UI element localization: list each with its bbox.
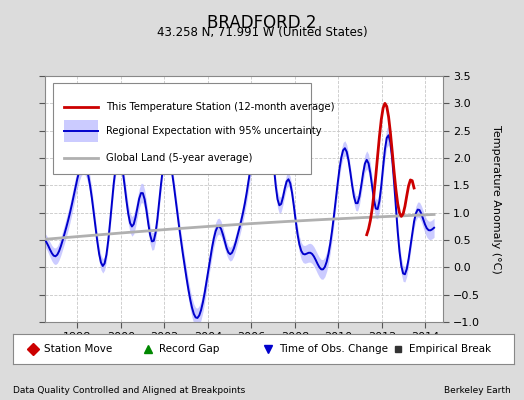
Bar: [64, 120, 99, 142]
Text: Empirical Break: Empirical Break: [409, 344, 492, 354]
Bar: [52, 83, 311, 174]
Text: Time of Obs. Change: Time of Obs. Change: [279, 344, 388, 354]
Text: Regional Expectation with 95% uncertainty: Regional Expectation with 95% uncertaint…: [106, 126, 322, 136]
Text: 43.258 N, 71.991 W (United States): 43.258 N, 71.991 W (United States): [157, 26, 367, 39]
Text: Record Gap: Record Gap: [159, 344, 220, 354]
Text: Station Move: Station Move: [44, 344, 112, 354]
Text: BRADFORD 2: BRADFORD 2: [208, 14, 316, 32]
Text: Berkeley Earth: Berkeley Earth: [444, 386, 511, 395]
Text: Data Quality Controlled and Aligned at Breakpoints: Data Quality Controlled and Aligned at B…: [13, 386, 245, 395]
Text: Global Land (5-year average): Global Land (5-year average): [106, 153, 253, 163]
Text: This Temperature Station (12-month average): This Temperature Station (12-month avera…: [106, 102, 335, 112]
Y-axis label: Temperature Anomaly (°C): Temperature Anomaly (°C): [492, 125, 501, 273]
